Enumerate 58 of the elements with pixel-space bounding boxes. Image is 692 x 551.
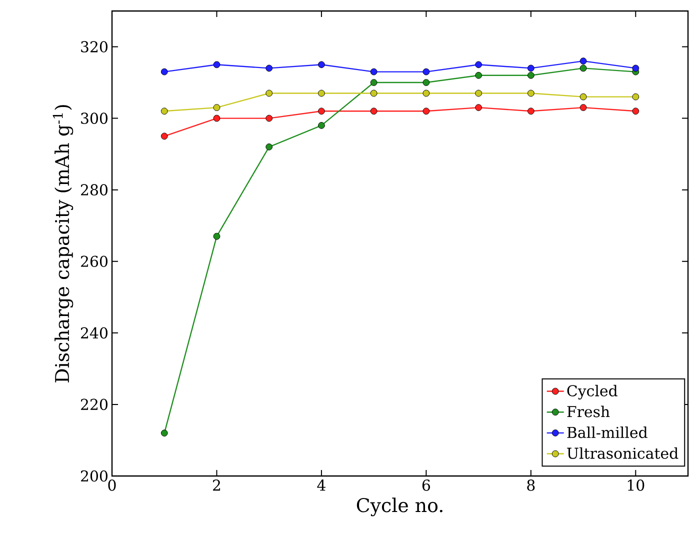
point (266, 90, 273, 97)
point (632, 108, 640, 115)
y-tick-label: 320 (81, 41, 108, 52)
point (527, 64, 534, 72)
legend-label: Cycled (567, 384, 618, 400)
point (580, 58, 587, 64)
y-axis-title: Discharge capacity (mAh g$^{-1}$) (52, 105, 74, 382)
y-tick-label: 280 (80, 184, 108, 196)
x-tick-label: 4 (317, 480, 326, 491)
point (370, 68, 378, 76)
x-tick-label: 2 (213, 480, 220, 491)
point (160, 68, 168, 76)
point (370, 90, 378, 97)
point (475, 61, 482, 68)
point (318, 108, 325, 115)
legend-label: Ball-milled (567, 426, 648, 438)
point (475, 72, 482, 79)
point (527, 108, 534, 115)
point (527, 90, 534, 97)
y-tick-label: 260 (80, 256, 108, 268)
point (475, 90, 482, 97)
point (318, 61, 325, 68)
point (475, 104, 482, 111)
point (213, 61, 220, 68)
point (422, 108, 430, 115)
x-tick-label: 6 (422, 480, 430, 491)
x-tick-label: 10 (628, 480, 644, 491)
point (580, 93, 587, 100)
legend-label: Fresh (567, 406, 610, 418)
point (580, 104, 587, 111)
x-axis-title: Cycle no. (356, 498, 442, 516)
point (213, 104, 220, 111)
point (160, 132, 168, 140)
point (213, 232, 220, 240)
point (580, 64, 587, 72)
point (370, 108, 378, 115)
y-tick-label: 220 (80, 398, 108, 410)
point (370, 79, 378, 86)
x-tick-label: 8 (527, 480, 535, 491)
y-tick-label: 300 (81, 112, 108, 124)
point (632, 64, 640, 72)
point (213, 114, 220, 122)
point (527, 72, 534, 79)
legend-label: Ultrasonicated (567, 447, 678, 459)
point (422, 79, 430, 86)
point (318, 122, 325, 129)
y-tick-label: 240 (80, 327, 108, 339)
y-tick-label: 200 (80, 470, 108, 482)
point (160, 108, 168, 115)
x-tick-label: 0 (108, 480, 116, 491)
point (422, 90, 430, 97)
point (422, 68, 430, 76)
point (160, 430, 168, 436)
point (318, 90, 325, 97)
point (266, 64, 273, 72)
point (266, 114, 273, 122)
point (266, 143, 273, 150)
point (632, 93, 640, 100)
